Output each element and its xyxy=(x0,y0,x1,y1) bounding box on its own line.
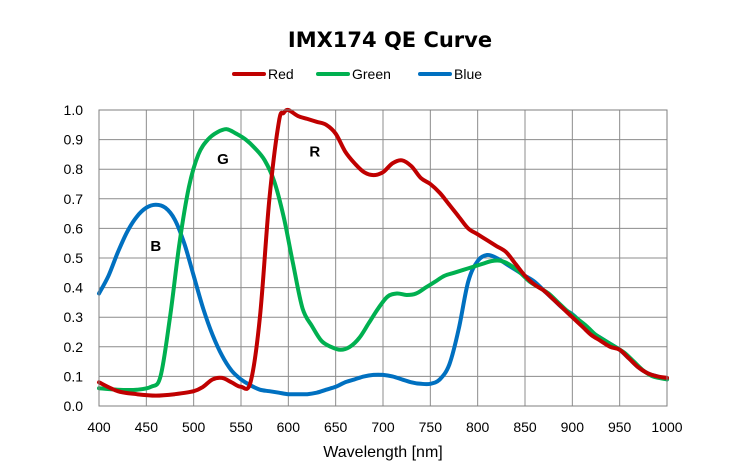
y-tick-label: 0.3 xyxy=(64,309,84,325)
annotation-b: B xyxy=(150,238,161,255)
y-tick-label: 0.2 xyxy=(64,339,84,355)
y-tick-label: 0.6 xyxy=(64,220,84,236)
legend-label-blue: Blue xyxy=(454,66,482,82)
x-tick-label: 500 xyxy=(182,419,206,435)
x-tick-label: 900 xyxy=(561,419,585,435)
y-tick-label: 0.5 xyxy=(64,250,84,266)
x-tick-label: 950 xyxy=(608,419,632,435)
grid xyxy=(98,109,668,407)
x-tick-label: 450 xyxy=(135,419,159,435)
y-tick-label: 0.9 xyxy=(64,132,84,148)
axis-ticks: 400 450 500 550 600 650 700 750 800 850 900 950 1000… xyxy=(64,102,683,435)
annotations: R G B xyxy=(150,143,320,255)
x-tick-label: 400 xyxy=(87,419,111,435)
x-tick-label: 1000 xyxy=(651,419,682,435)
y-tick-label: 0.8 xyxy=(64,161,84,177)
x-tick-label: 600 xyxy=(277,419,301,435)
x-axis-title: Wavelength [nm] xyxy=(323,444,442,461)
x-tick-label: 800 xyxy=(466,419,490,435)
plot-frame xyxy=(98,109,668,407)
series-line-red xyxy=(97,107,669,398)
annotation-r: R xyxy=(309,143,320,160)
legend: Red Green Blue xyxy=(232,66,482,82)
series-layer xyxy=(97,107,669,398)
annotation-g: G xyxy=(217,151,229,168)
x-tick-label: 650 xyxy=(324,419,348,435)
y-tick-label: 0.1 xyxy=(64,368,84,384)
legend-label-green: Green xyxy=(352,66,391,82)
x-tick-label: 700 xyxy=(371,419,395,435)
legend-label-red: Red xyxy=(268,66,294,82)
y-tick-label: 0.7 xyxy=(64,191,84,207)
y-tick-label: 0.4 xyxy=(64,280,84,296)
x-tick-label: 550 xyxy=(229,419,253,435)
y-tick-label: 1.0 xyxy=(64,102,84,118)
y-tick-label: 0.0 xyxy=(64,398,84,414)
chart-title: IMX174 QE Curve xyxy=(288,28,492,52)
x-tick-label: 850 xyxy=(513,419,537,435)
x-tick-label: 750 xyxy=(419,419,443,435)
